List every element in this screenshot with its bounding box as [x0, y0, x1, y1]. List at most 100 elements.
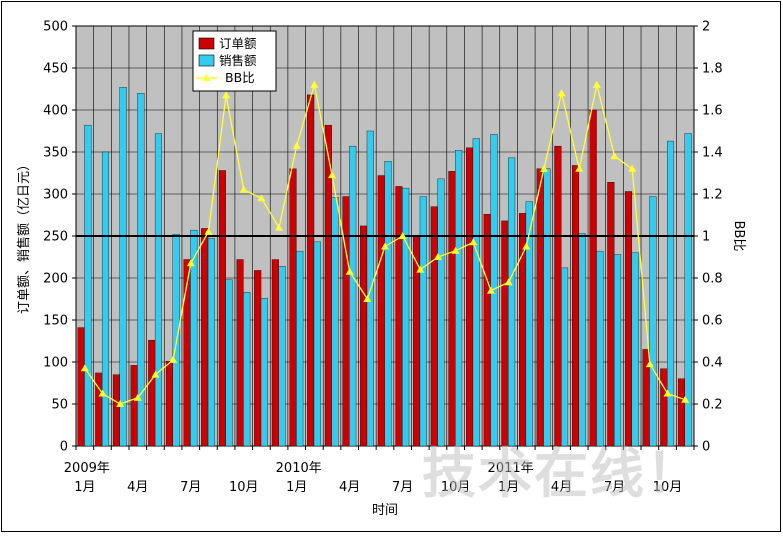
marker-bb-ratio: [204, 227, 213, 235]
marker-bb-ratio: [504, 278, 513, 286]
bar-sales: [455, 150, 463, 447]
legend-marker-bb: [202, 74, 211, 81]
bar-sales: [508, 157, 516, 447]
bar-sales: [525, 201, 533, 447]
bar-sales: [101, 151, 110, 447]
marker-bb-ratio: [222, 91, 231, 99]
marker-bb-ratio: [628, 164, 637, 172]
bar-sales: [384, 161, 392, 447]
y2-tick-label: 0: [702, 440, 710, 455]
x-axis: 2009年 1月 4月 7月 10月 2010年 1月 4月 7月 10月 2011年 1月 4月 7月 1…: [64, 446, 695, 495]
y-tick-label: 400: [43, 104, 68, 119]
bar-sales: [649, 196, 657, 447]
marker-bb-ratio: [275, 223, 284, 231]
y2-axis-label: BB比: [731, 221, 746, 252]
x-month-label: 1月: [498, 480, 519, 495]
marker-bb-ratio: [98, 389, 107, 397]
x-month-label: 10月: [441, 480, 471, 495]
y2-tick-label: 0.8: [702, 272, 723, 287]
bar-sales: [631, 252, 639, 447]
marker-bb-ratio: [169, 355, 178, 363]
marker-bb-ratio: [116, 400, 125, 407]
bar-orders: [77, 327, 85, 447]
bar-orders: [483, 213, 491, 447]
bar-sales: [419, 196, 427, 447]
bar-orders: [448, 171, 456, 447]
legend-label-sales: 销售额: [219, 53, 257, 68]
marker-bb-ratio: [451, 246, 460, 254]
marker-bb-ratio: [433, 253, 442, 260]
x-month-label: 1月: [74, 480, 95, 495]
y-tick-label: 50: [51, 398, 68, 413]
x-month-label: 10月: [653, 480, 683, 495]
marker-bb-ratio: [292, 141, 301, 149]
bar-orders: [165, 360, 173, 447]
marker-bb-ratio: [363, 295, 372, 302]
y2-tick-label: 0.6: [702, 314, 723, 329]
y-axis-right: 0 0.2 0.4 0.6 0.8 1 1.2 1.4 1.6 1.8 2: [694, 20, 723, 455]
y-tick-label: 250: [43, 230, 68, 245]
bar-sales: [84, 124, 92, 447]
y-tick-label: 150: [43, 314, 68, 329]
bar-orders: [536, 168, 544, 447]
y2-tick-label: 1: [702, 230, 710, 245]
bar-sales: [154, 133, 162, 447]
marker-bb-ratio: [469, 238, 478, 246]
marker-bb-ratio: [345, 267, 354, 275]
watermark-text: 技术在线！: [422, 442, 702, 505]
bar-sales: [666, 140, 675, 447]
legend-swatch-sales: [198, 54, 215, 67]
bar-sales: [543, 168, 551, 447]
bar-orders: [360, 225, 368, 447]
bar-orders: [236, 259, 244, 447]
bar-orders: [324, 124, 332, 447]
bar-sales: [225, 279, 233, 447]
bar-sales: [614, 254, 622, 447]
y2-tick-label: 1.6: [702, 104, 723, 119]
bar-orders: [254, 270, 262, 447]
bar-sales: [207, 238, 215, 447]
y-tick-label: 350: [43, 146, 68, 161]
bar-orders: [307, 94, 315, 447]
y-axis-left: 0 50 100 150 200 250 300 350 400 450 500: [43, 20, 76, 455]
x-month-label: 10月: [229, 480, 259, 495]
marker-bb-ratio: [681, 395, 690, 403]
marker-bb-ratio: [239, 185, 248, 193]
x-month-label: 7月: [180, 480, 201, 495]
bar-sales: [119, 87, 127, 447]
bar-series: [77, 87, 692, 447]
bar-sales: [684, 133, 692, 447]
bar-orders: [342, 196, 350, 447]
bar-sales: [296, 250, 304, 447]
bar-sales: [578, 233, 586, 447]
y2-tick-label: 1.4: [702, 146, 723, 161]
line-series: [80, 80, 690, 407]
bar-orders: [589, 109, 597, 447]
legend-label-orders: 订单额: [219, 36, 257, 51]
marker-bb-ratio: [257, 194, 266, 202]
bar-sales: [243, 292, 251, 447]
bar-sales: [402, 187, 410, 447]
marker-bb-ratio: [416, 265, 425, 273]
bar-orders: [395, 186, 403, 447]
x-month-label: 7月: [604, 480, 625, 495]
y-tick-label: 300: [43, 188, 68, 203]
y2-tick-label: 0.2: [702, 398, 723, 413]
bar-orders: [430, 206, 438, 447]
bar-orders: [130, 365, 138, 447]
y-tick-label: 200: [43, 272, 68, 287]
x-year-label: 2009年: [64, 461, 110, 476]
y2-tick-label: 0.4: [702, 356, 723, 371]
marker-bb-ratio: [310, 80, 319, 88]
marker-bb-ratio: [133, 393, 142, 401]
x-month-label: 7月: [392, 480, 413, 495]
bar-sales: [561, 267, 569, 447]
x-year-label: 2011年: [488, 461, 534, 476]
bar-orders: [677, 378, 685, 447]
marker-bb-ratio: [575, 164, 584, 172]
bar-orders: [571, 165, 580, 447]
marker-bb-ratio: [539, 164, 548, 172]
marker-bb-ratio: [522, 242, 531, 250]
